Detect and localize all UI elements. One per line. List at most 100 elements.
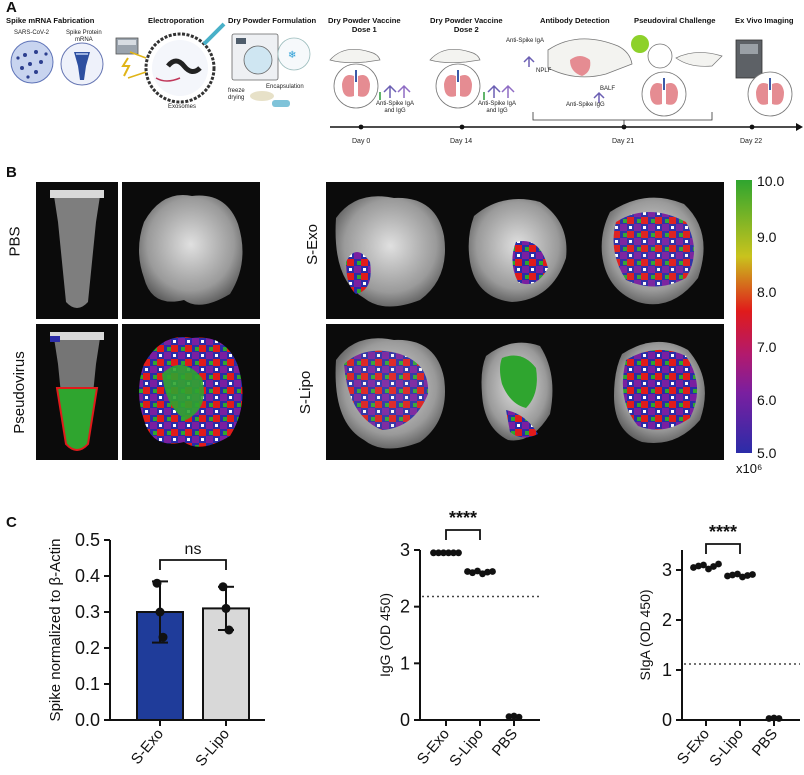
colorbar-tick-8: 8.0 [757, 284, 777, 300]
data-point [715, 560, 722, 568]
data-point [445, 549, 452, 557]
data-point [770, 714, 778, 722]
y-tick-label: 0 [400, 710, 410, 730]
data-point [484, 568, 491, 576]
step-title-dose2: Dry Powder Vaccine Dose 2 [430, 16, 503, 34]
x-tick-label: S-Lipo [446, 726, 487, 770]
label-encapsulation: Encapsulation [266, 84, 304, 90]
timeline-day14: Day 14 [450, 138, 473, 145]
colorbar-tick-5: 5.0 [757, 445, 777, 461]
data-point [455, 549, 462, 557]
label-anti-dose1: Anti-Spike IgA and IgG [376, 101, 415, 114]
row-label-s-lipo: S-Lipo [297, 370, 315, 415]
label-exosomes: Exosomes [168, 104, 197, 110]
svg-text:❄: ❄ [288, 50, 296, 61]
imaging-device-icon [735, 39, 793, 117]
colorbar [736, 180, 752, 453]
data-point [700, 561, 707, 569]
data-point [430, 549, 437, 557]
data-point [435, 549, 442, 557]
x-tick-label: S-Exo [414, 726, 453, 768]
panel-letter-b: B [6, 164, 17, 181]
data-point [440, 549, 447, 557]
dose1-mouse-icon [329, 49, 411, 109]
step-title-dose1: Dry Powder Vaccine Dose 1 [328, 16, 401, 34]
data-point [474, 567, 481, 575]
label-anti-iga: Anti-Spike IgA [506, 38, 545, 44]
colorbar-tick-9: 9.0 [757, 229, 777, 245]
y-tick-label: 0.5 [75, 530, 100, 550]
data-point [224, 625, 234, 635]
s-lipo-lung-images [326, 324, 724, 460]
data-point [221, 603, 231, 613]
y-tick-label: 0.0 [75, 710, 100, 730]
timeline-axis [330, 112, 803, 131]
data-point [515, 713, 523, 721]
y-axis-label: SIgA (OD 450) [640, 589, 653, 680]
label-spike-mrna: Spike Protein mRNA [66, 30, 102, 43]
panel-letter-a: A [6, 0, 17, 16]
colorbar-tick-10: 10.0 [757, 173, 785, 189]
data-point [765, 715, 773, 722]
row-label-pbs: PBS [6, 226, 24, 257]
workflow-diagram: Spike mRNA Fabrication Electroporation D… [0, 0, 804, 160]
sars-cov-2-virus-icon [10, 40, 54, 84]
y-tick-label: 0 [662, 710, 672, 730]
antibody-mouse-icon [523, 38, 633, 103]
pseudovirus-tube-image [36, 324, 118, 460]
x-tick-label: PBS [749, 726, 781, 760]
timeline-day0: Day 0 [352, 138, 371, 145]
significance-bracket [445, 529, 481, 540]
electroporator-icon [115, 37, 139, 77]
step-title-dry-powder: Dry Powder Formulation [228, 16, 317, 25]
freeze-dryer-icon: ❄ [231, 33, 311, 107]
label-nplf: NPLF [536, 68, 552, 74]
step-title-antibody: Antibody Detection [540, 16, 610, 25]
step-title-mrna: Spike mRNA Fabrication [6, 16, 95, 25]
x-tick-label: S-Exo [128, 726, 167, 768]
data-point [505, 713, 513, 720]
pseudovirus-lung-image [122, 324, 260, 460]
y-tick-label: 3 [400, 540, 410, 560]
y-tick-label: 2 [400, 597, 410, 617]
label-sars: SARS-CoV-2 [14, 30, 50, 36]
pbs-lung-image [122, 182, 260, 319]
step-title-challenge: Pseudoviral Challenge [634, 16, 716, 25]
label-balf: BALF [600, 86, 616, 92]
y-tick-label: 0.1 [75, 674, 100, 694]
exosome-icon [127, 22, 226, 104]
workflow-illustrations: ❄ [10, 22, 803, 131]
significance-label: ns [185, 541, 202, 558]
label-anti-igg: Anti-Spike IgG [566, 102, 605, 108]
y-tick-label: 0.3 [75, 602, 100, 622]
x-tick-label: S-Lipo [192, 726, 233, 770]
timeline-day22: Day 22 [740, 138, 763, 145]
dose2-mouse-icon [429, 49, 515, 109]
colorbar-tick-6: 6.0 [757, 392, 777, 408]
significance-bracket [159, 559, 227, 570]
x-tick-label: S-Lipo [706, 726, 747, 770]
colorbar-unit: x10⁶ [736, 461, 763, 476]
colorbar-tick-7: 7.0 [757, 339, 777, 355]
label-anti-dose2: Anti-Spike IgA and IgG [478, 101, 517, 114]
timeline-day21: Day 21 [612, 138, 635, 145]
x-tick-label: S-Exo [674, 726, 713, 768]
pbs-tube-image [36, 182, 118, 319]
x-tick-label: PBS [489, 726, 521, 760]
significance-bracket [705, 543, 741, 554]
s-exo-lung-images [326, 182, 724, 319]
y-tick-label: 2 [662, 610, 672, 630]
significance-label: **** [709, 522, 737, 542]
y-tick-label: 3 [662, 560, 672, 580]
data-point [218, 582, 228, 592]
data-point [152, 578, 162, 588]
y-axis-label: IgG (OD 450) [380, 593, 393, 677]
step-title-imaging: Ex Vivo Imaging [735, 16, 794, 25]
row-label-pseudovirus: Pseudovirus [10, 351, 28, 434]
step-title-electroporation: Electroporation [148, 16, 205, 25]
spike-protein-icon [60, 42, 104, 86]
y-axis-label: Spike normalized to β-Actin [47, 539, 64, 722]
data-point [734, 570, 741, 578]
